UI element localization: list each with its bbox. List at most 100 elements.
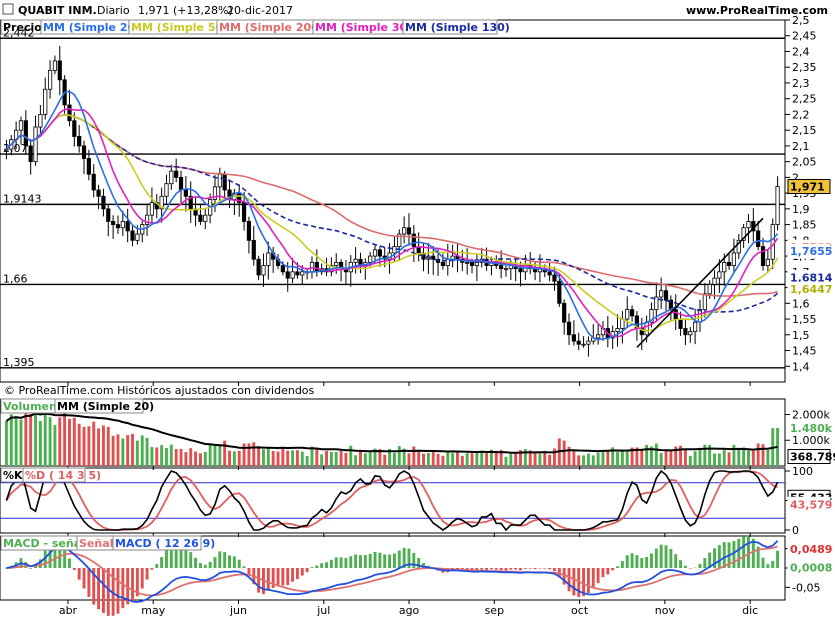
horizontal-level-label: 2,442 — [3, 26, 35, 39]
macd-histogram-bar — [339, 557, 343, 568]
price-y-tick-label: 1,85 — [792, 219, 817, 232]
macd-histogram-bar — [126, 568, 130, 605]
volume-bar — [538, 453, 542, 466]
candle-body — [673, 309, 678, 320]
volume-bar — [155, 447, 159, 466]
candle-body — [596, 334, 601, 339]
volume-bar — [388, 448, 392, 466]
candle-body — [678, 318, 683, 329]
macd-histogram-bar — [596, 568, 600, 584]
candle-body — [775, 186, 780, 226]
macd-histogram-bar — [635, 555, 639, 568]
candle-body — [688, 331, 693, 336]
volume-y-tick-label: 1.000k — [792, 434, 830, 447]
volume-bar — [504, 456, 508, 466]
volume-bar — [688, 455, 692, 466]
macd-histogram-bar — [611, 568, 615, 571]
macd-histogram-bar — [606, 568, 610, 575]
volume-bar — [640, 448, 644, 466]
volume-bar — [489, 449, 493, 466]
macd-histogram-bar — [48, 541, 52, 568]
price-y-tick-label: 2,2 — [792, 108, 810, 121]
volume-bar — [247, 443, 251, 466]
candle-body — [726, 261, 732, 266]
candle-body — [586, 340, 591, 345]
volume-bar — [373, 448, 377, 466]
volume-bar — [242, 443, 246, 466]
macd-histogram-bar — [533, 568, 537, 570]
candle-body — [300, 271, 305, 276]
price-y-tick-label: 1,6 — [792, 297, 810, 310]
volume-bar — [329, 451, 333, 466]
candle-body — [256, 258, 261, 276]
candle-body — [474, 261, 479, 266]
stochastic-panel[interactable] — [0, 467, 786, 534]
price-panel[interactable] — [0, 19, 786, 383]
volume-bar — [9, 414, 13, 466]
volume-bar — [523, 449, 527, 466]
candle-body — [722, 261, 727, 273]
stoch-d-tag: 43,579 — [790, 498, 832, 511]
volume-y-tick-label: 2.000k — [792, 408, 830, 421]
volume-bar — [179, 448, 183, 466]
macd-histogram-bar — [165, 549, 168, 568]
candle-body — [717, 271, 722, 279]
price-y-tick-label: 2,35 — [792, 61, 817, 74]
macd-histogram-bar — [528, 568, 532, 569]
volume-bar — [431, 451, 435, 466]
macd-histogram-bar — [722, 542, 726, 568]
macd-histogram-bar — [160, 557, 164, 568]
volume-bar — [392, 452, 396, 466]
site-label[interactable]: www.ProRealTime.com — [686, 4, 828, 17]
volume-bar — [475, 451, 479, 466]
volume-bar — [38, 420, 42, 466]
candle-body — [707, 284, 712, 295]
macd-histogram-bar — [378, 552, 382, 568]
macd-histogram-bar — [567, 568, 571, 592]
volume-bar — [727, 452, 731, 466]
volume-bar — [252, 442, 256, 466]
volume-bar — [140, 435, 144, 466]
legend-volume: Volumen — [3, 400, 57, 413]
candle-body — [431, 255, 436, 260]
macd-histogram-bar — [620, 561, 624, 568]
volume-bar — [68, 418, 71, 466]
macd-histogram-bar — [320, 563, 324, 568]
macd-histogram-bar — [485, 568, 489, 571]
candle-body — [295, 271, 300, 276]
volume-bar — [310, 446, 314, 466]
legend-stoch-d: %D ( 14 3 5) — [25, 469, 101, 482]
candle-body — [576, 340, 581, 345]
ma130-line — [5, 114, 779, 313]
macd-histogram-bar — [281, 568, 285, 586]
volume-ma-tag: 368.789 — [790, 450, 835, 463]
macd-histogram-bar — [761, 557, 765, 568]
macd-histogram-bar — [228, 555, 231, 568]
volume-bar — [300, 451, 304, 466]
legend-stoch-k: %K — [3, 469, 23, 482]
volume-bar — [145, 437, 149, 466]
volume-bar — [232, 451, 236, 466]
volume-bar — [446, 450, 450, 466]
volume-bar — [218, 445, 222, 466]
volume-bar — [548, 454, 552, 466]
price-y-tick-label: 2,45 — [792, 30, 817, 43]
macd-histogram-bar — [751, 538, 755, 568]
trend-line[interactable] — [636, 217, 764, 348]
volume-bar — [761, 444, 765, 466]
volume-ma-tag-box — [787, 448, 831, 464]
macd-histogram-bar — [514, 568, 518, 570]
volume-bar — [276, 451, 280, 466]
macd-histogram-bar — [111, 568, 115, 616]
candle-body — [760, 246, 766, 266]
macd-histogram-bar — [489, 568, 493, 570]
volume-bar — [339, 450, 343, 466]
macd-histogram-bar — [169, 542, 173, 568]
macd-histogram-bar — [422, 563, 425, 568]
candle-body — [377, 249, 382, 257]
volume-bar — [543, 450, 547, 466]
macd-histogram-bar — [266, 568, 270, 591]
volume-bar — [654, 443, 658, 466]
macd-histogram-bar — [640, 558, 644, 568]
